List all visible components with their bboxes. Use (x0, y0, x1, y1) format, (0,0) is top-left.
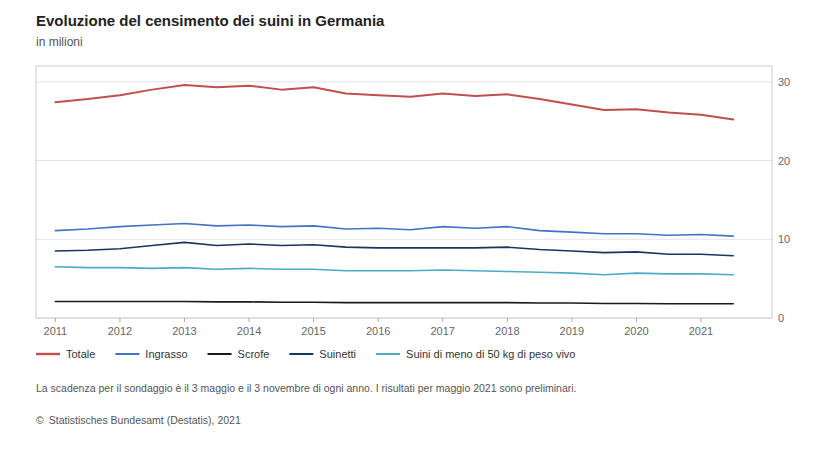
series-line (55, 224, 733, 237)
grid-line (36, 81, 772, 82)
title: Evoluzione del censimento dei suini in G… (36, 12, 385, 29)
legend-swatch (36, 353, 60, 355)
x-tick-label: 2014 (237, 325, 261, 337)
subtitle: in milioni (36, 35, 83, 49)
legend: Totale Ingrasso Scrofe Suinetti Suini di men… (36, 348, 575, 360)
chart: Evoluzione del censimento dei suini in G… (0, 0, 819, 459)
footer-note: La scadenza per il sondaggio è il 3 magg… (36, 382, 577, 394)
y-tick-label: 0 (778, 312, 784, 324)
series-line (55, 85, 733, 120)
legend-swatch (376, 353, 400, 355)
x-tick (378, 318, 379, 322)
x-tick (636, 318, 637, 322)
source-note: Statistisches Bundesamt (Destatis), 2021 (49, 414, 241, 426)
lines (55, 85, 733, 304)
series-line (55, 301, 733, 303)
y-tick-label: 30 (778, 76, 790, 88)
x-tick (119, 318, 120, 322)
legend-label: Suini di meno di 50 kg di peso vivo (406, 348, 575, 360)
x-tick-label: 2020 (624, 325, 648, 337)
x-tick (700, 318, 701, 322)
x-tick-label: 2017 (430, 325, 454, 337)
legend-label: Scrofe (238, 348, 270, 360)
legend-label: Totale (66, 348, 95, 360)
y-tick-label: 10 (778, 233, 790, 245)
x-tick-label: 2015 (301, 325, 325, 337)
x-tick (313, 318, 314, 322)
x-tick (184, 318, 185, 322)
x-tick-label: 2019 (560, 325, 584, 337)
x-tick (507, 318, 508, 322)
source-note: © (36, 414, 44, 426)
y-tick-label: 20 (778, 155, 790, 167)
x-tick (442, 318, 443, 322)
legend-swatch (289, 353, 313, 355)
x-tick-label: 2012 (108, 325, 132, 337)
x-tick (55, 318, 56, 322)
legend-swatch (208, 353, 232, 355)
legend-label: Suinetti (319, 348, 356, 360)
legend-label: Ingrasso (145, 348, 187, 360)
x-tick-label: 2011 (44, 325, 68, 337)
plot-frame (36, 66, 772, 318)
series-line (55, 242, 733, 255)
x-tick-label: 2021 (689, 325, 713, 337)
x-tick-label: 2016 (366, 325, 390, 337)
grid (36, 82, 772, 318)
x-tick-label: 2018 (495, 325, 519, 337)
x-tick-label: 2013 (172, 325, 196, 337)
series-line (55, 267, 733, 275)
grid-line (36, 239, 772, 240)
legend-swatch (115, 353, 139, 355)
grid-line (36, 160, 772, 161)
x-tick (249, 318, 250, 322)
x-tick (571, 318, 572, 322)
